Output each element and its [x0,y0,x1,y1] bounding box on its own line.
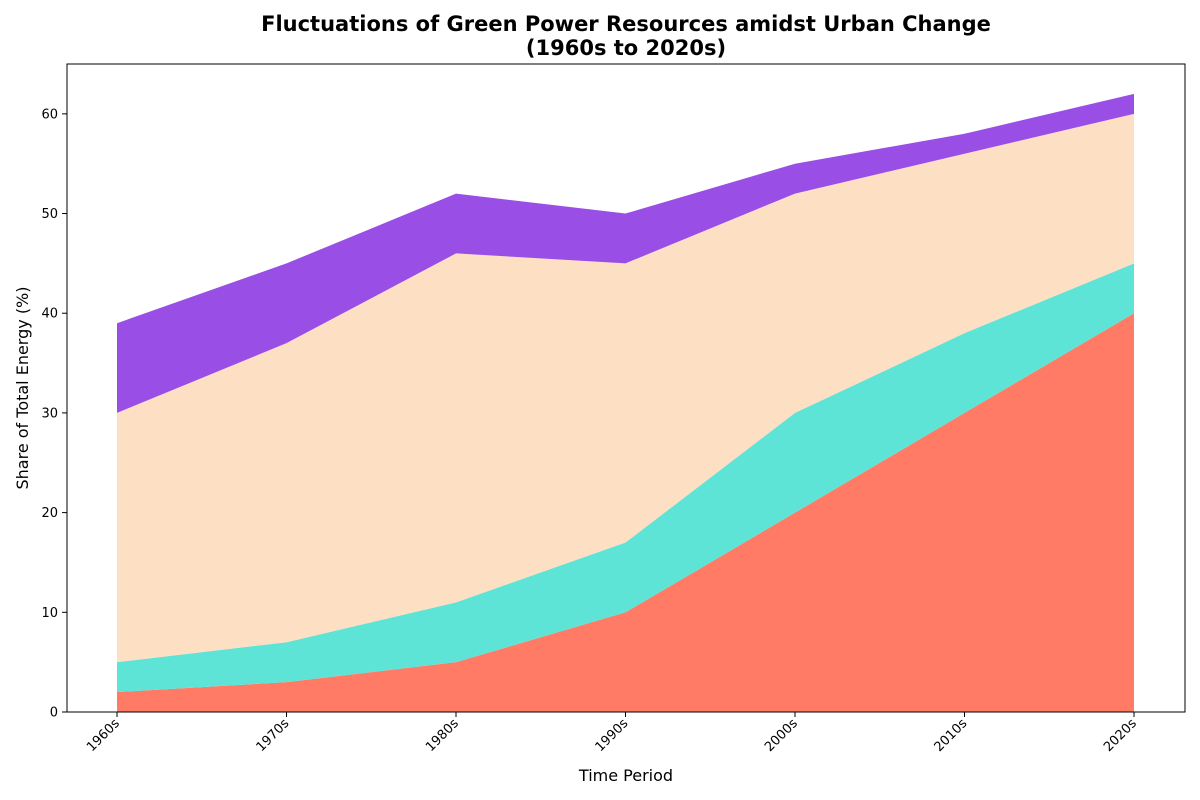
x-tick-label: 1990s [593,716,632,755]
x-tick-label: 1960s [84,716,123,755]
x-tick-label: 1970s [254,716,293,755]
area-series-3 [117,113,1134,663]
series-layer [117,93,1134,712]
x-axis-label: Time Period [578,766,673,785]
x-tick-label: 2000s [762,716,801,755]
y-tick-label: 20 [41,506,58,521]
y-tick-label: 0 [50,706,58,721]
chart-title-line2: (1960s to 2020s) [526,36,726,60]
x-tick-label: 1980s [423,716,462,755]
area-series-2 [117,263,1134,693]
y-tick-label: 10 [41,606,58,621]
x-axis: 1960s 1970s 1980s 1990s 2000s 2010s 2020s [84,712,1140,755]
x-tick-label: 2010s [932,716,971,755]
area-series-1 [117,313,1134,712]
y-tick-label: 60 [41,107,58,122]
chart-title-line1: Fluctuations of Green Power Resources am… [261,12,991,36]
y-tick-label: 30 [41,406,58,421]
y-axis-label: Share of Total Energy (%) [13,286,32,489]
area-series-4 [117,93,1134,413]
y-tick-label: 50 [41,207,58,222]
y-tick-label: 40 [41,307,58,322]
x-tick-label: 2020s [1101,716,1140,755]
y-axis: 0 10 20 30 40 50 60 [41,107,67,721]
